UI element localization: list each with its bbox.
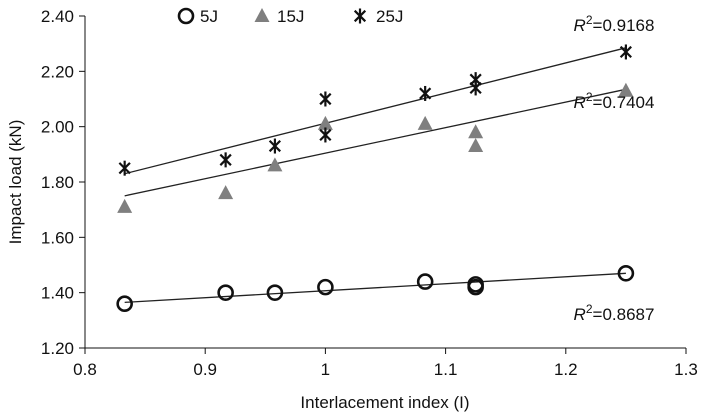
y-tick-label: 1.60 <box>41 228 74 247</box>
data-point <box>217 284 234 301</box>
trendline-25j <box>124 47 627 175</box>
data-markers <box>116 44 635 313</box>
r2-value: =0.9168 <box>593 16 655 35</box>
data-point <box>317 278 334 296</box>
data-point <box>468 138 484 153</box>
r2-symbol: R <box>574 93 586 112</box>
data-point <box>416 273 434 290</box>
data-point <box>319 127 332 143</box>
x-tick-label: 1.3 <box>674 360 698 379</box>
axes <box>84 16 686 349</box>
data-point <box>218 185 234 200</box>
r2-label-25j: R2=0.9168 <box>574 13 655 35</box>
data-point <box>319 91 332 107</box>
r2-superscript: 2 <box>586 13 593 27</box>
x-tick-label: 1 <box>321 360 330 379</box>
r2-label-5j: R2=0.8687 <box>574 302 655 324</box>
trendlines <box>124 47 627 303</box>
trendline-15j <box>124 88 627 197</box>
y-tick-label: 1.40 <box>41 284 74 303</box>
legend-marker <box>254 8 270 22</box>
legend-item-15j: 15J <box>254 7 304 26</box>
y-axis-title: Impact load (kN) <box>6 120 25 245</box>
data-point <box>619 44 632 60</box>
series-25j <box>118 44 632 176</box>
legend-item-5j: 5J <box>177 7 218 26</box>
data-point <box>116 295 133 313</box>
data-point <box>268 138 281 154</box>
x-tick-label: 0.8 <box>73 360 97 379</box>
legend-marker <box>353 8 367 24</box>
data-point <box>419 85 432 101</box>
legend-label: 15J <box>277 7 304 26</box>
x-axis-title: Interlacement index (I) <box>300 393 469 412</box>
r2-symbol: R <box>574 305 586 324</box>
r2-value: =0.8687 <box>593 305 655 324</box>
data-point <box>467 278 484 296</box>
legend-label: 25J <box>376 7 403 26</box>
data-point <box>117 198 133 213</box>
data-point <box>469 80 482 96</box>
data-point <box>118 160 131 176</box>
legend-marker <box>177 7 195 25</box>
series-5j <box>116 264 635 313</box>
r2-label-15j: R2=0.7404 <box>574 90 655 112</box>
y-tick-label: 2.20 <box>41 62 74 81</box>
data-point <box>468 124 484 139</box>
data-point <box>617 264 635 282</box>
y-tick-label: 2.40 <box>41 7 74 26</box>
r2-symbol: R <box>574 16 586 35</box>
data-point <box>267 157 283 172</box>
data-point <box>417 115 433 130</box>
data-point <box>317 115 333 130</box>
legend-label: 5J <box>200 7 218 26</box>
x-tick-labels: 0.8 0.9 1 1.1 1.2 1.3 <box>73 348 698 379</box>
data-point <box>266 284 284 301</box>
r2-superscript: 2 <box>586 302 593 316</box>
r2-value: =0.7404 <box>593 93 655 112</box>
trendline-5j <box>124 272 626 303</box>
y-tick-label: 1.20 <box>41 339 74 358</box>
x-tick-label: 1.1 <box>434 360 458 379</box>
data-point <box>618 82 634 97</box>
y-tick-label: 2.00 <box>41 118 74 137</box>
x-tick-label: 1.2 <box>554 360 578 379</box>
legend: 5J 15J 25J <box>177 7 403 26</box>
r2-superscript: 2 <box>586 90 593 104</box>
x-tick-label: 0.9 <box>193 360 217 379</box>
y-tick-label: 1.80 <box>41 173 74 192</box>
legend-item-25j: 25J <box>353 7 403 26</box>
data-point <box>219 152 232 168</box>
series-15j <box>117 82 634 213</box>
y-tick-labels: 1.20 1.40 1.60 1.80 2.00 2.20 2.40 <box>41 7 85 358</box>
